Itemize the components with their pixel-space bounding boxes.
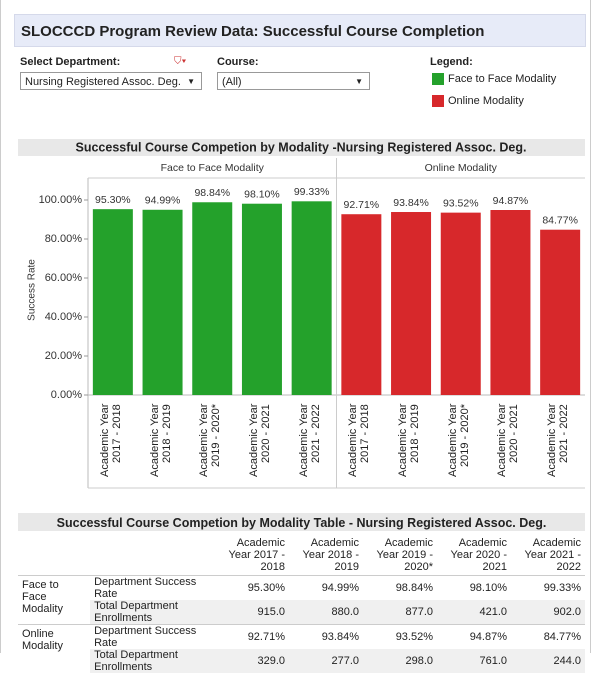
x-tick-label: Academic Year 2021 - 2022: [546, 404, 574, 484]
x-tick-label: Academic Year 2017 - 2018: [99, 404, 127, 484]
column-header: Academic Year 2020 - 2021: [437, 535, 511, 576]
table-value: 94.87%: [437, 625, 511, 650]
header-cell: [18, 535, 90, 576]
x-tick-label: Academic Year 2019 - 2020*: [447, 404, 475, 484]
row-label: Total Department Enrollments: [90, 600, 215, 625]
bar: [490, 210, 530, 395]
value-label: 98.84%: [194, 187, 230, 199]
table-value: 93.52%: [363, 625, 437, 650]
value-label: 95.30%: [95, 194, 131, 206]
table-header-row: Academic Year 2017 - 2018 Academic Year 2…: [18, 535, 585, 576]
y-tick-label: 40.00%: [45, 311, 83, 323]
bar: [341, 214, 381, 395]
x-tick-label: Academic Year 2020 - 2021: [248, 404, 276, 484]
bar: [93, 209, 133, 395]
chart-title: Successful Course Competion by Modality …: [75, 140, 526, 154]
x-tick-label: Academic Year 2019 - 2020*: [198, 404, 226, 484]
group-label: Face to Face Modality: [18, 576, 90, 625]
table-title: Successful Course Competion by Modality …: [18, 516, 585, 530]
table-value: 98.84%: [363, 576, 437, 601]
column-header: Academic Year 2017 - 2018: [215, 535, 289, 576]
data-table: Academic Year 2017 - 2018 Academic Year 2…: [18, 535, 585, 673]
table-value: 421.0: [437, 600, 511, 625]
column-header-text: Academic Year 2021 - 2022: [521, 537, 581, 573]
table-value: 95.30%: [215, 576, 289, 601]
table-value: 99.33%: [511, 576, 585, 601]
y-axis-label: Success Rate: [27, 259, 38, 321]
table-value: 902.0: [511, 600, 585, 625]
column-header-text: Academic Year 2018 - 2019: [299, 537, 359, 573]
bar: [391, 212, 431, 395]
x-tick-label: Academic Year 2021 - 2022: [298, 404, 326, 484]
bar: [292, 201, 332, 395]
group-label: Online Modality: [18, 625, 90, 673]
value-label: 93.52%: [443, 197, 479, 209]
x-tick-label: Academic Year 2018 - 2019: [149, 404, 177, 484]
table-value: 98.10%: [437, 576, 511, 601]
column-header-text: Academic Year 2020 - 2021: [447, 537, 507, 573]
y-tick-label: 60.00%: [45, 272, 83, 284]
dashboard: SLOCCCD Program Review Data: Successful …: [0, 0, 598, 653]
column-header-text: Academic Year 2017 - 2018: [225, 537, 285, 573]
y-tick-label: 100.00%: [39, 194, 83, 206]
bar: [242, 204, 282, 395]
header-cell: [90, 535, 215, 576]
column-header-text: Academic Year 2019 - 2020*: [373, 537, 433, 573]
y-tick-label: 20.00%: [45, 350, 83, 362]
column-header: Academic Year 2018 - 2019: [289, 535, 363, 576]
value-label: 94.87%: [493, 195, 529, 207]
y-tick-label: 0.00%: [51, 389, 82, 401]
row-label: Department Success Rate: [90, 576, 215, 601]
y-tick-label: 80.00%: [45, 233, 83, 245]
panel-header: Face to Face Modality: [161, 162, 265, 174]
bar: [192, 202, 232, 395]
table-value: 915.0: [215, 600, 289, 625]
bar: [441, 213, 481, 395]
table-value: 93.84%: [289, 625, 363, 650]
column-header: Academic Year 2021 - 2022: [511, 535, 585, 576]
value-label: 99.33%: [294, 186, 330, 198]
x-tick-label: Academic Year 2018 - 2019: [397, 404, 425, 484]
bar: [143, 210, 183, 395]
value-label: 84.77%: [542, 214, 578, 226]
table-value: 94.99%: [289, 576, 363, 601]
table-value: 92.71%: [215, 625, 289, 650]
column-header: Academic Year 2019 - 2020*: [363, 535, 437, 576]
table-value: 877.0: [363, 600, 437, 625]
table-value: 84.77%: [511, 625, 585, 650]
x-tick-label: Academic Year 2017 - 2018: [347, 404, 375, 484]
value-label: 92.71%: [344, 199, 380, 211]
value-label: 98.10%: [244, 188, 280, 200]
x-tick-label: Academic Year 2020 - 2021: [496, 404, 524, 484]
table-value: 880.0: [289, 600, 363, 625]
panel-header: Online Modality: [425, 162, 498, 174]
value-label: 93.84%: [393, 197, 429, 209]
row-label: Department Success Rate: [90, 625, 215, 650]
bar: [540, 230, 580, 395]
value-label: 94.99%: [145, 195, 181, 207]
